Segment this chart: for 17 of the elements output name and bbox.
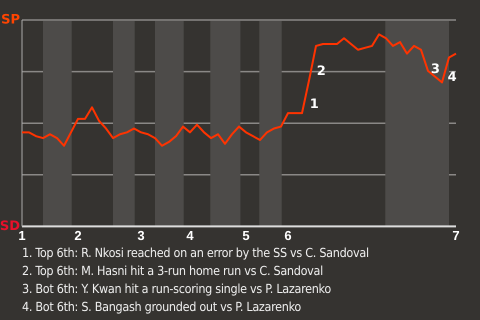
text: 2. Top 6th: M. Hasni hit a 3-run home run vs C. Sandoval bbox=[22, 262, 324, 280]
x-tick-label: 5 bbox=[242, 228, 250, 243]
text: SD bbox=[0, 218, 20, 234]
annotation: 3 bbox=[430, 62, 440, 77]
annotation: 1 bbox=[310, 97, 319, 112]
x-tick-label: 3 bbox=[137, 228, 145, 243]
x-tick-label: 1 bbox=[18, 228, 26, 243]
text: SP bbox=[1, 12, 20, 28]
x-tick-label: 7 bbox=[452, 228, 460, 243]
x-tick-label: 6 bbox=[284, 228, 292, 243]
text: 1. Top 6th: R. Nkosi reached on an error by the SS vs C. Sandoval bbox=[22, 244, 369, 262]
annotation: 4 bbox=[448, 70, 457, 86]
text: 4. Bot 6th: S. Bangash grounded out vs P. Lazarenko bbox=[22, 298, 302, 316]
x-tick-label: 2 bbox=[74, 228, 82, 243]
text: 3. Bot 6th: Y. Kwan hit a run-scoring single vs P. Lazarenko bbox=[22, 280, 332, 298]
annotation: 2 bbox=[316, 64, 326, 79]
x-tick-label: 4 bbox=[186, 228, 194, 243]
